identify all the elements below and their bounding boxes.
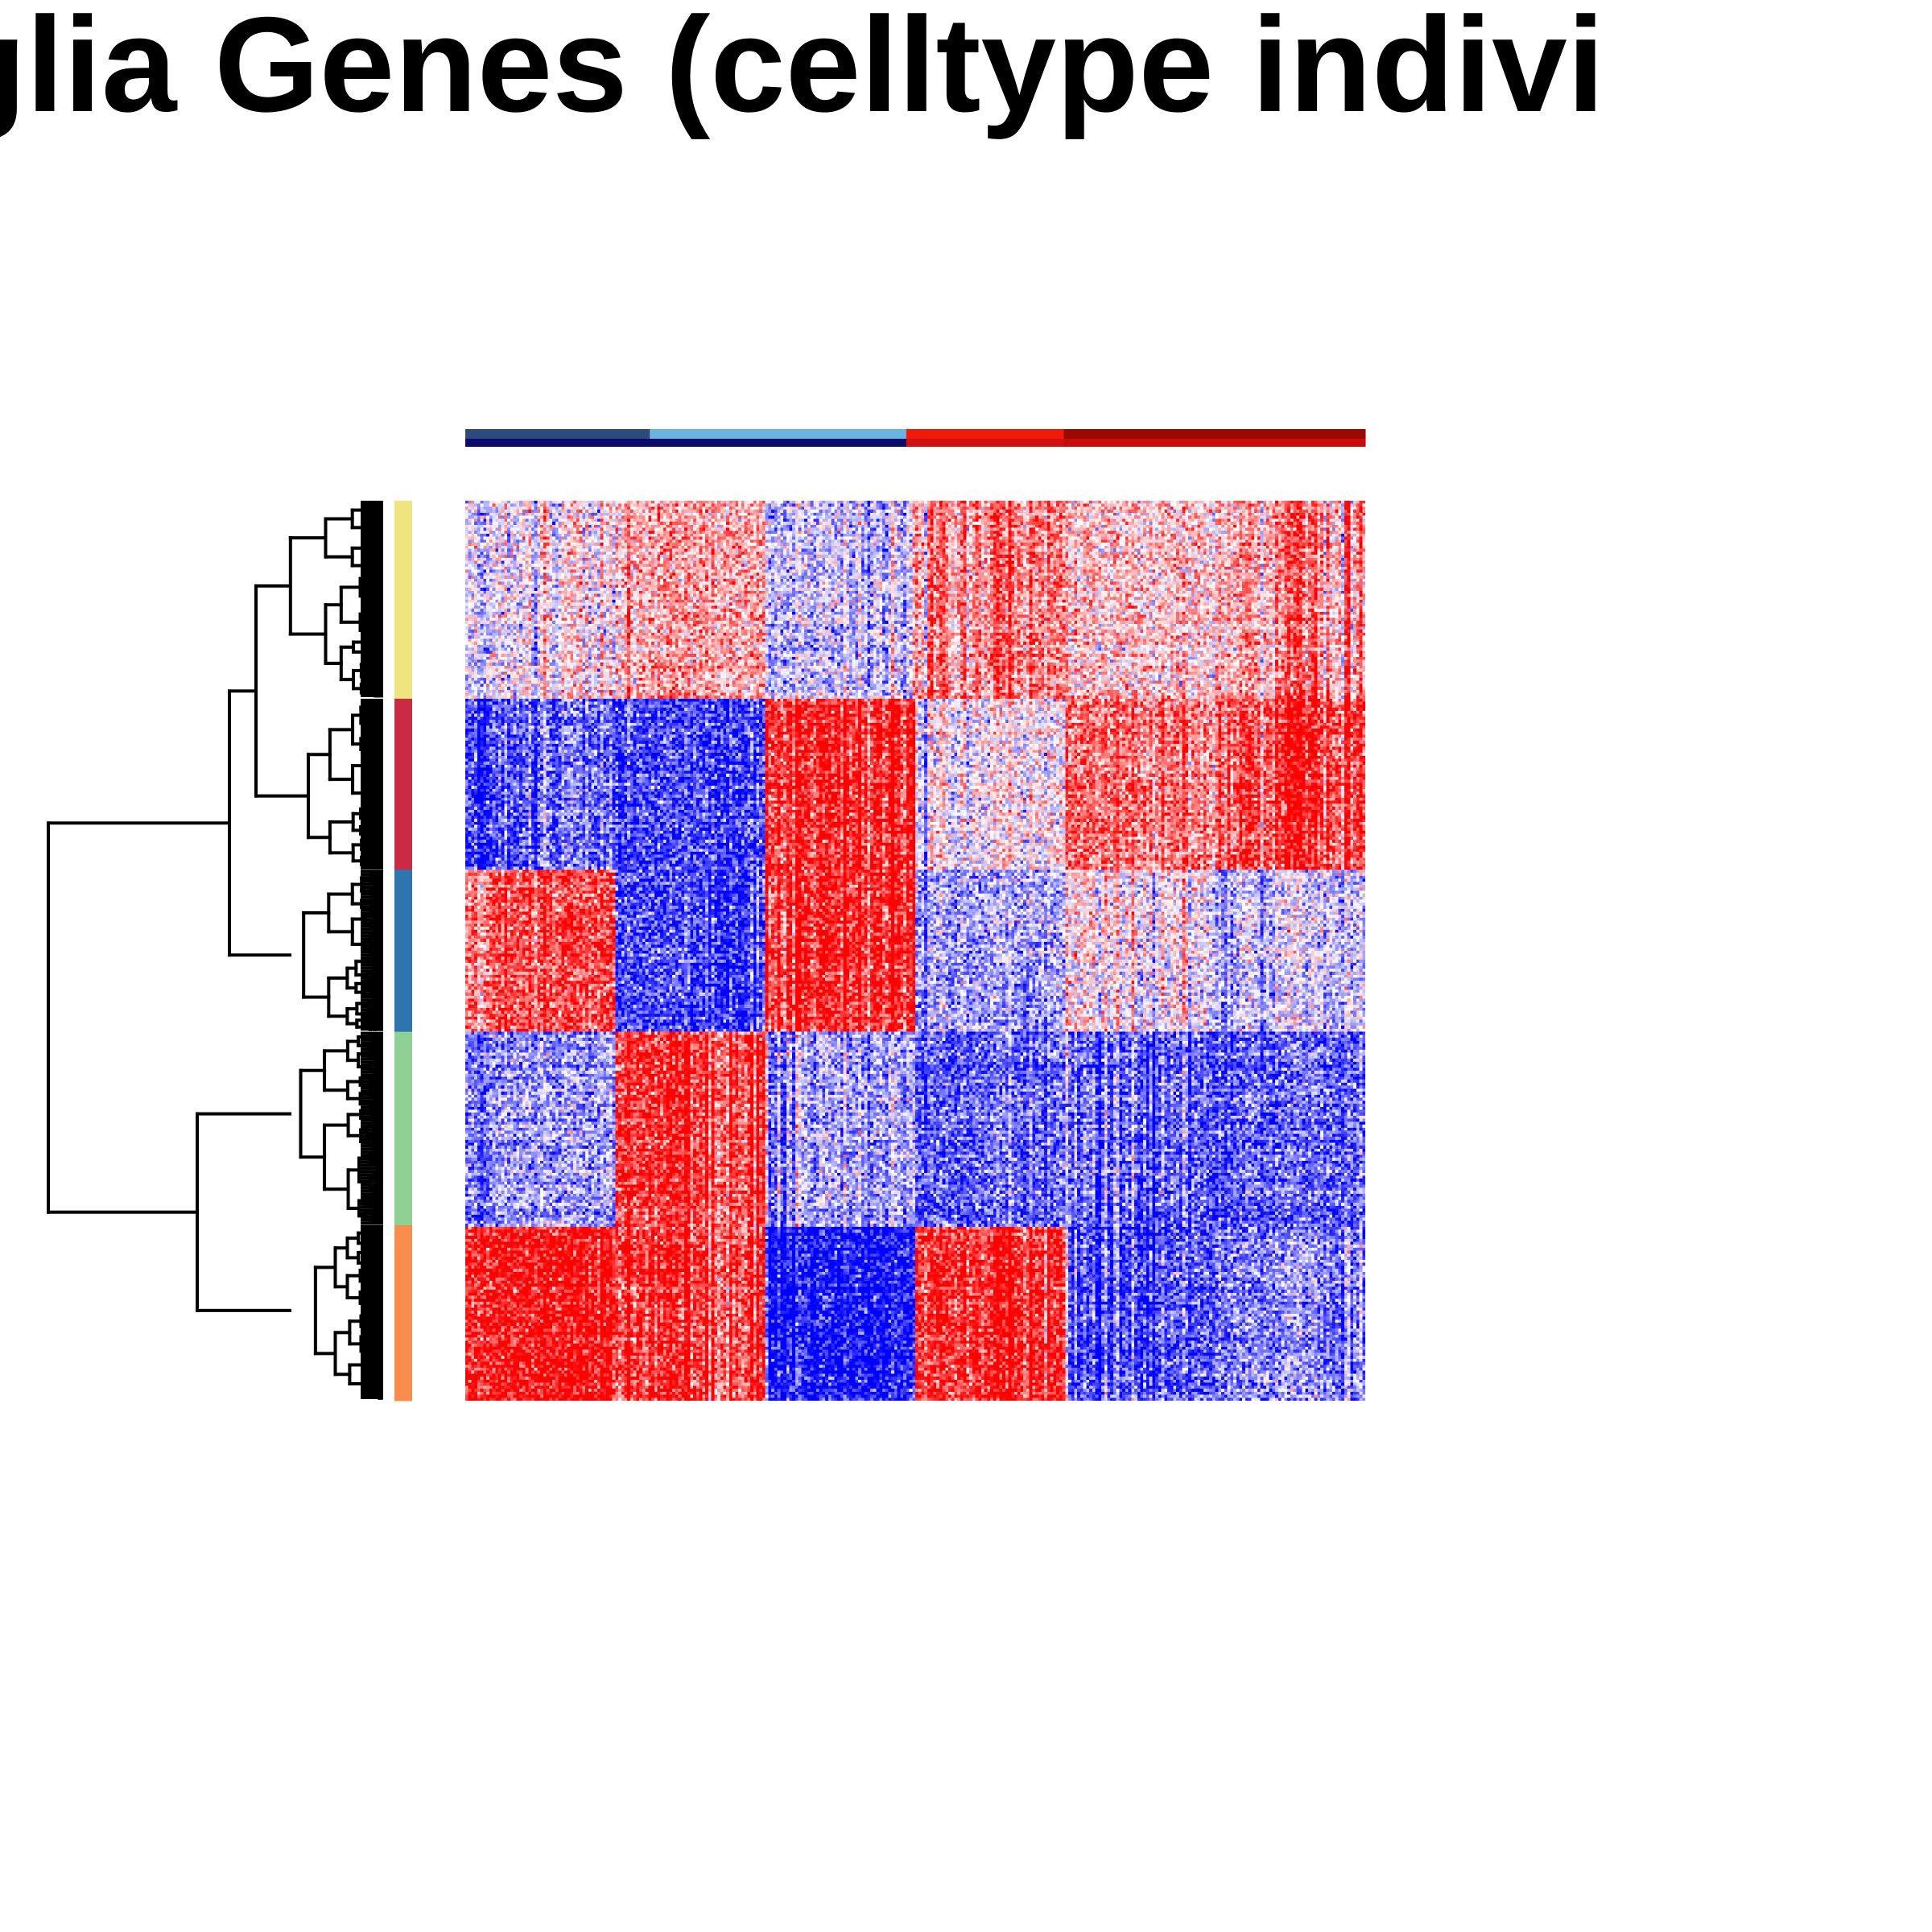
column-group-1-bottom [465,439,650,447]
row-cluster-3 [394,869,412,1033]
row-cluster-2 [394,698,412,870]
row-cluster-bar [394,501,412,1402]
column-group-2-bottom [650,439,907,447]
row-cluster-1 [394,501,412,700]
column-group-4-bottom [1063,439,1366,447]
column-group-1-top [465,429,650,439]
row-dendrogram [47,501,383,1400]
column-group-3-bottom [906,439,1064,447]
column-annotation-bar [465,429,1366,447]
row-cluster-5 [394,1224,412,1402]
chart-title: glia Genes (celltype indivi [0,0,1605,140]
row-cluster-4 [394,1031,412,1226]
column-group-4-top [1063,429,1366,439]
column-group-2-top [650,429,907,439]
heatmap-body [465,501,1365,1401]
column-group-3-top [906,429,1064,439]
heatmap-cells [465,501,1365,1401]
